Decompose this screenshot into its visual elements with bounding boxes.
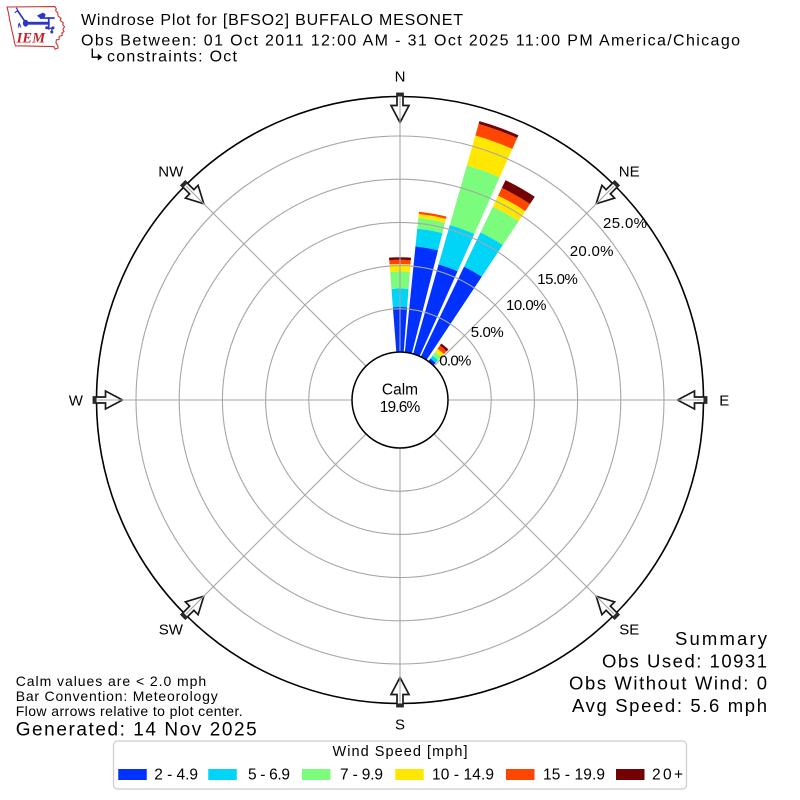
svg-text:E: E xyxy=(719,393,729,410)
svg-text:SE: SE xyxy=(619,622,639,639)
svg-text:W: W xyxy=(69,393,84,410)
svg-text:Flow arrows relative to plot c: Flow arrows relative to plot center. xyxy=(16,703,243,719)
svg-text:5 - 6.9: 5 - 6.9 xyxy=(248,766,290,783)
svg-text:0.0%: 0.0% xyxy=(439,353,471,370)
svg-text:IEM: IEM xyxy=(16,31,47,47)
svg-text:Windrose Plot for [BFSO2] BUFF: Windrose Plot for [BFSO2] BUFFALO MESONE… xyxy=(81,12,463,29)
svg-text:Wind Speed [mph]: Wind Speed [mph] xyxy=(333,744,468,760)
svg-text:Obs Without Wind: 0: Obs Without Wind: 0 xyxy=(569,673,767,694)
svg-text:19.6%: 19.6% xyxy=(380,399,421,416)
svg-text:NE: NE xyxy=(619,163,640,180)
svg-text:5.0%: 5.0% xyxy=(471,324,504,341)
svg-text:15 - 19.9: 15 - 19.9 xyxy=(543,766,605,783)
svg-text:constraints: Oct: constraints: Oct xyxy=(107,49,238,66)
svg-text:N: N xyxy=(395,68,406,85)
svg-text:NW: NW xyxy=(158,163,184,180)
svg-text:10.0%: 10.0% xyxy=(506,297,547,314)
svg-text:Calm values are < 2.0 mph: Calm values are < 2.0 mph xyxy=(16,673,207,689)
svg-text:Summary: Summary xyxy=(675,628,768,649)
svg-text:Generated: 14 Nov 2025: Generated: 14 Nov 2025 xyxy=(16,719,257,740)
svg-text:Obs Between: 01 Oct 2011 12:00: Obs Between: 01 Oct 2011 12:00 AM - 31 O… xyxy=(81,32,740,49)
svg-text:S: S xyxy=(395,717,405,734)
svg-text:10 - 14.9: 10 - 14.9 xyxy=(432,766,494,783)
svg-text:Avg Speed: 5.6 mph: Avg Speed: 5.6 mph xyxy=(572,695,767,716)
svg-text:20+: 20+ xyxy=(652,766,683,783)
svg-text:Bar Convention: Meteorology: Bar Convention: Meteorology xyxy=(16,688,218,704)
svg-text:25.0%: 25.0% xyxy=(603,215,647,232)
svg-text:7 - 9.9: 7 - 9.9 xyxy=(340,766,383,783)
svg-text:Obs Used: 10931: Obs Used: 10931 xyxy=(602,650,767,671)
svg-text:2 - 4.9: 2 - 4.9 xyxy=(154,766,198,783)
svg-text:15.0%: 15.0% xyxy=(537,271,578,288)
svg-text:SW: SW xyxy=(159,622,184,639)
svg-text:20.0%: 20.0% xyxy=(570,243,614,260)
svg-text:Calm: Calm xyxy=(382,381,418,398)
